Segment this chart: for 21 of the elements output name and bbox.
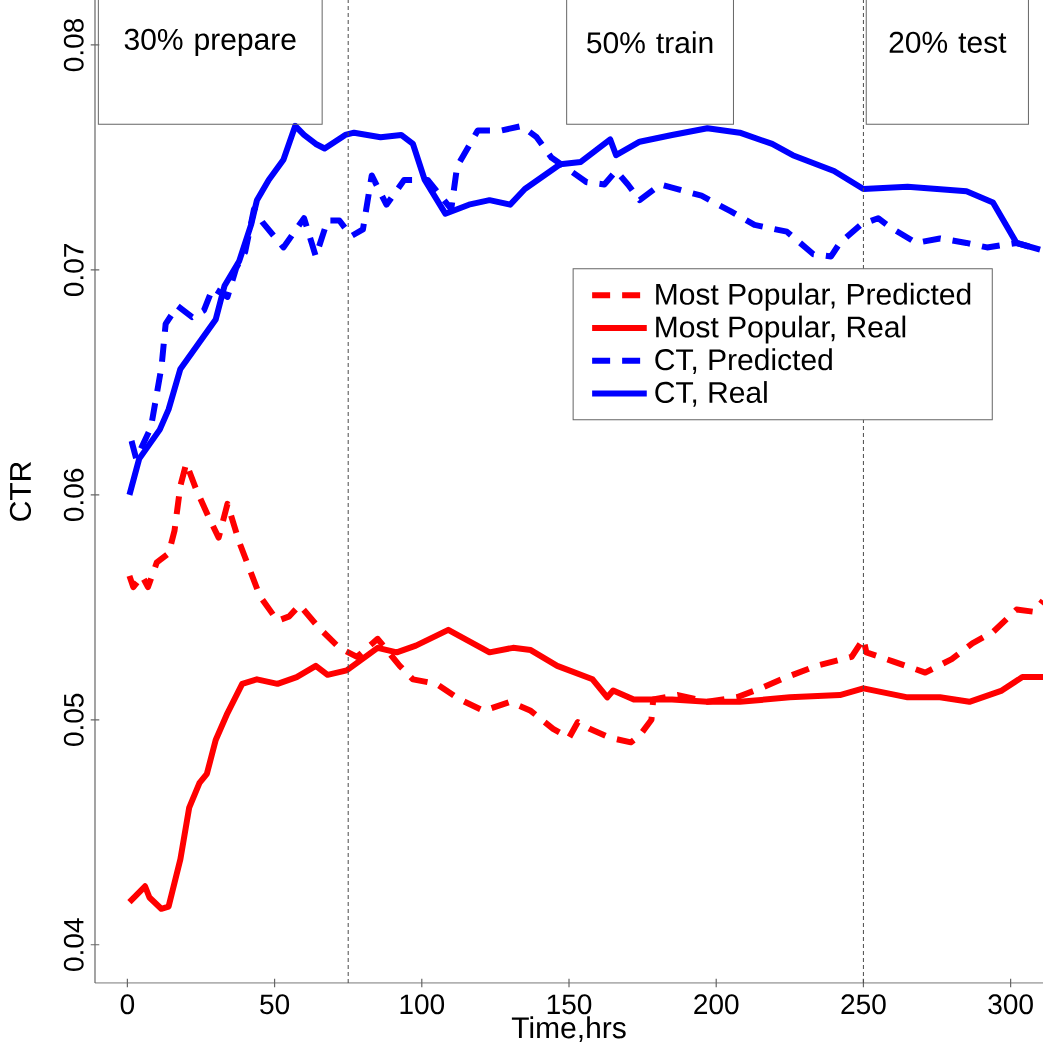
y-axis-title: CTR <box>9 462 32 521</box>
x-tick-label: 300 <box>988 994 1033 1015</box>
y-tick-label: 0.05 <box>63 693 84 746</box>
legend-label: CT, Real <box>655 381 767 407</box>
x-tick-label: 50 <box>260 994 290 1015</box>
annotation: 20% test <box>889 31 1007 53</box>
annotation: 30% prepare <box>124 28 296 56</box>
y-tick-label: 0.07 <box>63 244 84 297</box>
y-tick-label: 0.08 <box>63 18 84 72</box>
x-tick-label: 250 <box>841 994 886 1015</box>
legend-label: Most Popular, Real <box>656 315 906 344</box>
x-tick-label: 100 <box>400 994 445 1015</box>
y-tick-label: 0.06 <box>63 468 84 522</box>
x-axis-title: Time,hrs <box>511 1016 626 1042</box>
legend-label: Most Popular, Predicted <box>656 282 971 311</box>
y-tick-label: 0.04 <box>63 918 84 971</box>
annotation: 50% train <box>587 31 713 54</box>
legend-label: CT, Predicted <box>655 348 832 374</box>
x-tick-label: 150 <box>547 994 592 1015</box>
x-tick-label: 200 <box>694 994 739 1015</box>
x-tick-label: 0 <box>120 994 135 1015</box>
